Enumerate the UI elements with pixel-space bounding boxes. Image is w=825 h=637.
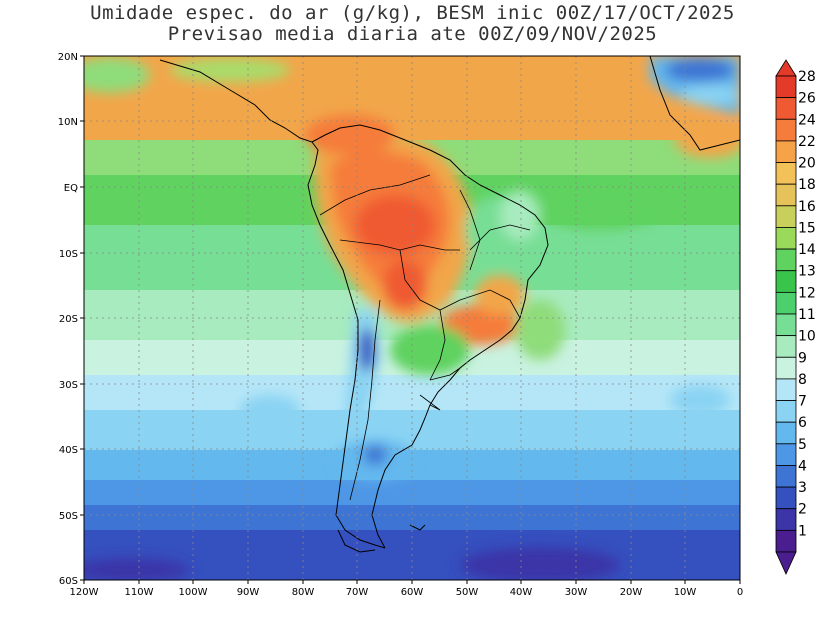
colorbar-label: 1 [798, 523, 807, 539]
colorbar-swatch [775, 248, 797, 272]
colorbar-label: 26 [798, 91, 816, 107]
colorbar-bottom-arrow [775, 551, 797, 575]
lat-label: 40S [59, 445, 78, 456]
colorbar-swatch [775, 400, 797, 423]
colorbar-label: 11 [798, 307, 816, 323]
lat-label: 60S [59, 576, 78, 587]
colorbar-swatch [775, 291, 797, 315]
colorbar-swatch [775, 529, 797, 553]
colorbar-swatch [775, 227, 797, 250]
colorbar-label: 6 [798, 415, 807, 431]
lat-label: 20N [58, 52, 78, 63]
country-borders [319, 174, 531, 501]
colorbar-swatch [775, 508, 797, 531]
colorbar-label: 28 [798, 69, 816, 85]
colorbar-label: 10 [798, 329, 816, 345]
colorbar-swatch [775, 162, 797, 185]
lon-label: 80W [292, 587, 315, 598]
lon-label: 50W [456, 587, 479, 598]
lon-label: 120W [70, 587, 99, 598]
colorbar-label: 9 [798, 350, 807, 366]
lon-label: 60W [401, 587, 424, 598]
lon-label: 20W [620, 587, 643, 598]
lat-label: EQ [64, 183, 78, 194]
colorbar-label: 14 [798, 242, 816, 258]
colorbar-swatch [775, 118, 797, 142]
colorbar-swatch [775, 356, 797, 380]
lat-tick-marks [80, 55, 84, 581]
lon-label: 70W [346, 587, 369, 598]
colorbar-label: 20 [798, 156, 816, 172]
colorbar-swatch [775, 97, 797, 120]
lon-tick-marks [83, 580, 741, 584]
lon-label: 100W [179, 587, 208, 598]
colorbar-swatch [775, 270, 797, 293]
lon-label: 30W [565, 587, 588, 598]
lat-label: 50S [59, 511, 78, 522]
colorbar-label: 16 [798, 199, 816, 215]
lat-labels: 20N 10N EQ 10S 20S 30S 40S 50S 60S [58, 52, 78, 587]
colorbar-label: 4 [798, 458, 807, 474]
colorbar-swatch [775, 205, 797, 228]
map-title-line1: Umidade espec. do ar (g/kg), BESM inic 0… [90, 2, 735, 24]
lat-label: 10N [58, 117, 78, 128]
lon-label: 0 [737, 587, 743, 598]
colorbar-swatch [775, 443, 797, 466]
colorbar: 28 26 24 22 20 18 16 15 14 13 12 11 10 9 8 7 6 5 4 3 2 1 [775, 59, 816, 575]
colorbar-label: 22 [798, 134, 816, 150]
colorbar-label: 15 [798, 220, 816, 236]
colorbar-swatch [775, 75, 797, 99]
map-title-line2: Previsao media diaria ate 00Z/09/NOV/202… [167, 23, 658, 45]
gridlines [84, 56, 740, 580]
colorbar-label: 18 [798, 177, 816, 193]
lat-label: 20S [59, 314, 78, 325]
colorbar-swatch [775, 486, 797, 510]
colorbar-top-arrow [775, 59, 797, 77]
colorbar-swatch [775, 335, 797, 358]
lon-label: 40W [510, 587, 533, 598]
lat-label: 10S [59, 249, 78, 260]
colorbar-label: 12 [798, 285, 816, 301]
colorbar-label: 5 [798, 437, 807, 453]
colorbar-label: 2 [798, 502, 807, 518]
colorbar-label: 24 [798, 112, 816, 128]
colorbar-swatch [775, 183, 797, 207]
colorbar-label: 8 [798, 372, 807, 388]
coastlines [159, 56, 740, 553]
lat-label: 30S [59, 380, 78, 391]
colorbar-swatch [775, 421, 797, 445]
lon-labels: 120W 110W 100W 90W 80W 70W 60W 50W 40W 3… [70, 587, 744, 598]
lon-label: 10W [674, 587, 697, 598]
lon-label: 110W [125, 587, 154, 598]
colorbar-label: 3 [798, 480, 807, 496]
colorbar-swatch [775, 465, 797, 488]
colorbar-label: 7 [798, 394, 807, 410]
colorbar-swatch [775, 140, 797, 163]
lon-label: 90W [237, 587, 260, 598]
colorbar-swatch [775, 313, 797, 337]
colorbar-label: 13 [798, 264, 816, 280]
humidity-field [84, 56, 740, 580]
colorbar-swatch [775, 378, 797, 401]
